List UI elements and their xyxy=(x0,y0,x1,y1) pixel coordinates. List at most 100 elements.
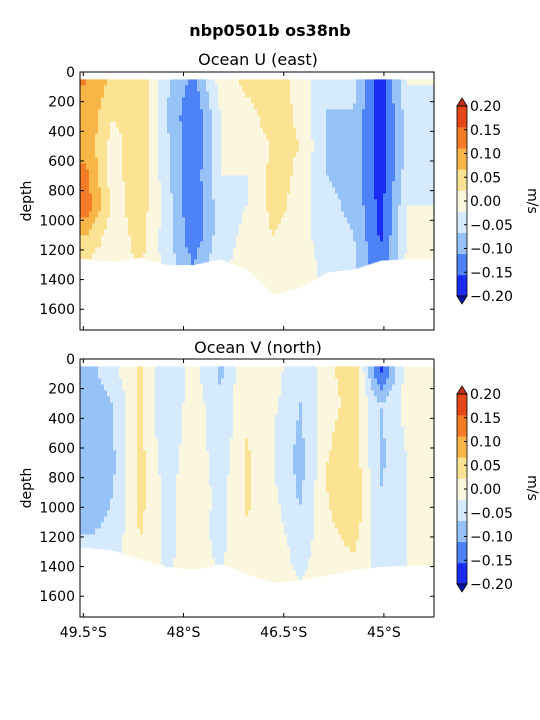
data-cell xyxy=(203,169,207,176)
data-cell xyxy=(131,151,135,158)
data-cell xyxy=(137,522,141,529)
data-cell xyxy=(428,97,432,104)
data-cell xyxy=(275,235,279,242)
data-cell xyxy=(146,223,150,230)
data-cell xyxy=(272,139,276,146)
panel-title: Ocean U (east) xyxy=(198,50,318,69)
data-cell xyxy=(416,139,420,146)
data-cell xyxy=(179,456,183,463)
data-cell xyxy=(137,217,141,224)
data-cell xyxy=(152,181,156,188)
data-cell xyxy=(134,229,138,236)
data-cell xyxy=(344,229,348,236)
data-cell xyxy=(185,504,189,511)
data-cell xyxy=(80,229,84,236)
data-cell xyxy=(137,396,141,403)
data-cell xyxy=(221,181,225,188)
data-cell xyxy=(335,133,339,140)
data-cell xyxy=(161,79,165,86)
data-cell xyxy=(152,175,156,182)
data-cell xyxy=(152,438,156,445)
data-cell xyxy=(398,223,402,230)
data-cell xyxy=(128,205,132,212)
data-cell xyxy=(383,91,387,98)
data-cell xyxy=(104,468,108,475)
data-cell xyxy=(98,480,102,487)
data-cell xyxy=(254,175,258,182)
data-cell xyxy=(110,516,114,523)
data-cell xyxy=(134,115,138,122)
data-cell xyxy=(374,259,378,263)
data-cell xyxy=(122,187,126,194)
data-cell xyxy=(191,103,195,110)
data-cell xyxy=(410,211,414,218)
data-cell xyxy=(176,235,180,242)
data-cell xyxy=(131,115,135,122)
data-cell xyxy=(104,199,108,206)
data-cell xyxy=(167,426,171,433)
data-cell xyxy=(167,516,171,523)
data-cell xyxy=(386,223,390,230)
data-cell xyxy=(371,199,375,206)
data-cell xyxy=(128,420,132,427)
data-cell xyxy=(137,480,141,487)
data-cell xyxy=(419,247,423,254)
data-cell xyxy=(185,444,189,451)
data-cell xyxy=(116,528,120,535)
data-cell xyxy=(215,235,219,242)
data-cell xyxy=(422,133,426,140)
data-cell xyxy=(407,217,411,224)
data-cell xyxy=(101,175,105,182)
data-cell xyxy=(260,91,264,98)
data-cell xyxy=(287,193,291,200)
data-cell xyxy=(164,163,168,170)
data-cell xyxy=(104,133,108,140)
data-cell xyxy=(278,241,282,248)
data-cell xyxy=(293,223,297,230)
data-cell xyxy=(113,528,117,535)
data-cell xyxy=(257,211,261,218)
data-cell xyxy=(236,223,240,230)
data-cell xyxy=(143,217,147,224)
data-cell xyxy=(92,432,96,439)
data-cell xyxy=(143,414,147,421)
data-cell xyxy=(338,121,342,128)
data-cell xyxy=(173,199,177,206)
data-cell xyxy=(407,223,411,230)
data-cell xyxy=(119,540,123,547)
data-cell xyxy=(377,157,381,164)
data-cell xyxy=(284,253,288,260)
data-cell xyxy=(155,558,159,565)
data-cell xyxy=(314,235,318,242)
data-cell xyxy=(317,181,321,188)
data-cell xyxy=(134,193,138,200)
data-cell xyxy=(326,85,330,92)
data-cell xyxy=(140,79,144,86)
data-cell xyxy=(122,139,126,146)
data-cell xyxy=(161,540,165,547)
data-cell xyxy=(140,85,144,92)
data-cell xyxy=(86,498,90,505)
data-cell xyxy=(119,522,123,529)
data-cell xyxy=(263,163,267,170)
data-cell xyxy=(263,229,267,236)
data-cell xyxy=(392,247,396,254)
data-cell xyxy=(101,109,105,116)
data-cell xyxy=(86,229,90,236)
data-cell xyxy=(401,253,405,260)
data-cell xyxy=(236,79,240,86)
data-cell xyxy=(311,115,315,122)
data-cell xyxy=(281,283,285,290)
data-cell xyxy=(371,79,375,86)
data-cell xyxy=(83,145,87,152)
data-cell xyxy=(266,85,270,92)
data-cell xyxy=(89,97,93,104)
data-cell xyxy=(86,534,90,541)
data-cell xyxy=(377,241,381,248)
data-cell xyxy=(260,121,264,128)
data-cell xyxy=(107,396,111,403)
data-cell xyxy=(266,253,270,260)
data-cell xyxy=(140,127,144,134)
data-cell xyxy=(233,97,237,104)
data-cell xyxy=(128,241,132,248)
